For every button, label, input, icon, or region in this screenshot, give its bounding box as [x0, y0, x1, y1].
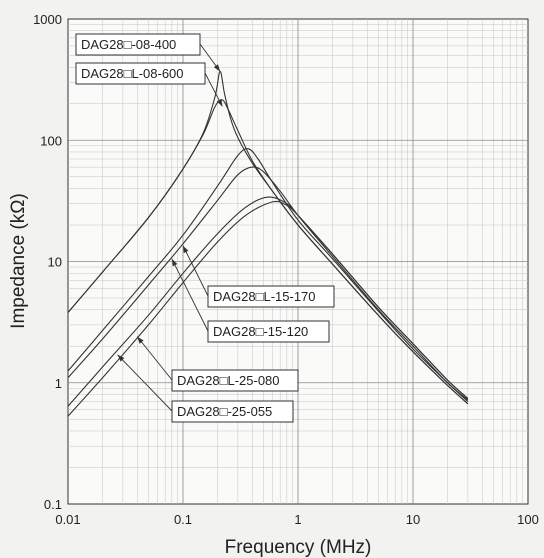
y-tick-label: 1: [55, 376, 62, 391]
legend-label: DAG28□-08-400: [81, 37, 176, 52]
series-line-6: [67, 200, 469, 417]
legend-item: DAG28□-25-055: [171, 400, 294, 423]
x-tick-label: 100: [517, 512, 539, 527]
legend-leader-line: [171, 258, 209, 332]
x-axis-title: Frequency (MHz): [225, 537, 372, 558]
legend-arrowhead: [183, 245, 189, 254]
series-line-4: [67, 166, 469, 401]
x-tick-label: 10: [406, 512, 420, 527]
legend-leaders: [117, 43, 223, 412]
y-axis-title: Impedance (kΩ): [8, 193, 29, 329]
series-line-2: [67, 99, 469, 405]
legend-arrowhead: [171, 258, 178, 267]
grid: [68, 19, 528, 504]
x-tick-label: 0.1: [174, 512, 192, 527]
legend-label: DAG28□-15-120: [213, 324, 308, 339]
legend-item: DAG28□L-25-080: [171, 369, 299, 392]
legend: DAG28□-08-400 DAG28□L-08-600 DAG28□L-15-17…: [75, 33, 335, 423]
legend-arrowhead: [213, 64, 221, 72]
y-tick-label: 10: [48, 255, 62, 270]
x-tick-label: 0.01: [55, 512, 80, 527]
legend-box: [171, 369, 299, 392]
legend-box: [207, 320, 330, 343]
y-tick-label: 0.1: [44, 497, 62, 512]
legend-arrowhead: [137, 336, 144, 344]
legend-arrowhead: [216, 99, 223, 107]
legend-label: DAG28□L-08-600: [81, 66, 184, 81]
legend-arrowhead: [117, 354, 125, 362]
y-tick-label: 100: [40, 133, 62, 148]
legend-item: DAG28□L-15-170: [207, 285, 335, 308]
legend-item: DAG28□L-08-600: [75, 62, 206, 85]
legend-leader-line: [182, 245, 209, 297]
legend-box: [75, 33, 201, 56]
legend-leader-line: [117, 354, 173, 412]
legend-box: [207, 285, 335, 308]
series-line-3: [67, 148, 469, 402]
legend-item: DAG28□-08-400: [75, 33, 201, 56]
legend-box: [75, 62, 206, 85]
legend-label: DAG28□-25-055: [177, 404, 272, 419]
y-tick-label: 1000: [33, 12, 62, 27]
legend-leader-line: [136, 336, 173, 381]
legend-box: [171, 400, 294, 423]
curves: [67, 70, 469, 417]
legend-item: DAG28□-15-120: [207, 320, 330, 343]
legend-label: DAG28□L-25-080: [177, 373, 280, 388]
x-tick-label: 1: [294, 512, 301, 527]
legend-label: DAG28□L-15-170: [213, 289, 316, 304]
